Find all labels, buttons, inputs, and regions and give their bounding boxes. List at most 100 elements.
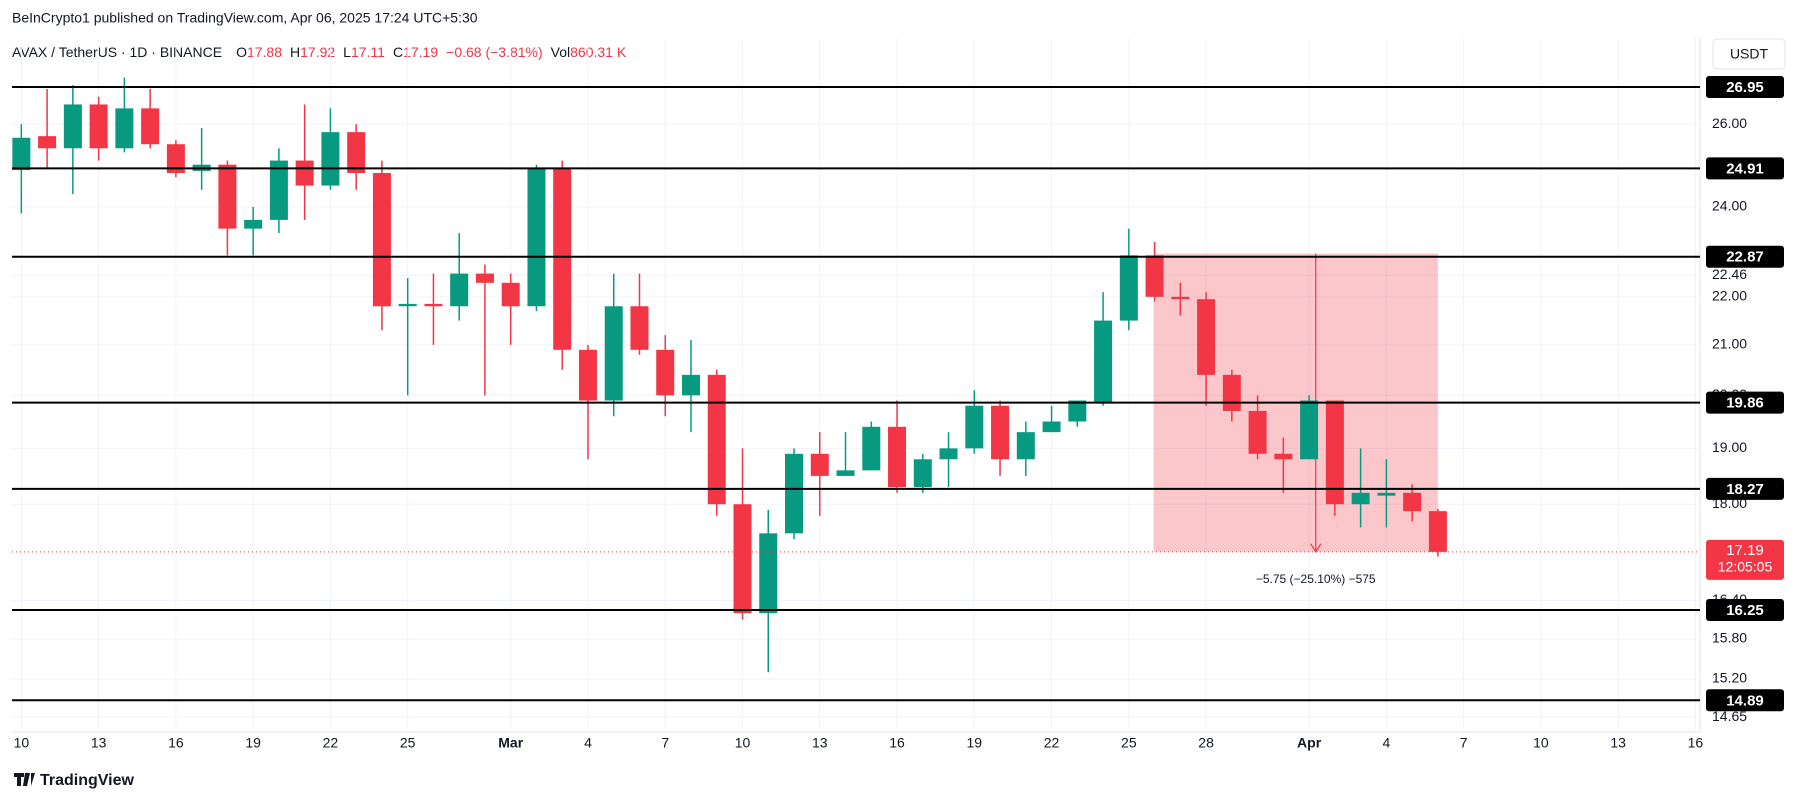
candle-body: [1300, 400, 1319, 460]
candle-body: [218, 164, 237, 229]
x-tick-label: 25: [1121, 735, 1137, 751]
candle-body: [475, 273, 494, 283]
x-tick-label: 13: [91, 735, 107, 751]
candle-body: [38, 136, 57, 149]
candle-body: [398, 303, 417, 307]
candle-body: [269, 160, 288, 220]
x-tick-label: 7: [661, 735, 669, 751]
candle-body: [913, 459, 932, 488]
candle-body: [733, 504, 752, 614]
candle-body: [656, 349, 675, 396]
x-tick-label: 28: [1198, 735, 1214, 751]
y-tick-label: 26.00: [1712, 115, 1747, 131]
ohlc-letter: O: [236, 44, 247, 60]
candle-body: [810, 453, 829, 476]
candle-body: [1351, 492, 1370, 505]
candle-body: [1325, 400, 1344, 505]
level-label: 18.27: [1726, 481, 1764, 498]
x-tick-label: Apr: [1297, 735, 1322, 751]
candle-body: [1094, 320, 1113, 404]
x-tick-label: 19: [967, 735, 983, 751]
level-label: 19.86: [1726, 395, 1764, 412]
candle-body: [553, 168, 572, 350]
countdown-label: 12:05:05: [1718, 559, 1773, 575]
candle-body: [759, 533, 778, 614]
candle-body: [965, 405, 984, 449]
level-label-box: [1706, 391, 1784, 414]
candle-body: [1119, 255, 1138, 321]
overlay: 10 13 16 19 22 25 Mar 4 7 10 13 16 19 22 25 28 Apr 4 7 10 13…: [12, 76, 1784, 751]
ohlc-value: 17.92: [300, 44, 335, 60]
x-tick-label: 10: [1533, 735, 1549, 751]
level-label-box: [1706, 689, 1784, 712]
x-tick-label: 13: [812, 735, 828, 751]
level-label-box: [1706, 76, 1784, 99]
level-label-box: [1706, 477, 1784, 500]
candle-body: [1403, 492, 1422, 512]
price-label: 17.19: [1726, 542, 1764, 559]
candle-body: [1428, 511, 1447, 552]
candle-body: [1145, 255, 1164, 297]
x-tick-label: 13: [1610, 735, 1626, 751]
candle-body: [115, 108, 134, 149]
x-tick-label: Mar: [498, 735, 523, 751]
x-tick-label: 16: [1688, 735, 1704, 751]
candle-body: [578, 349, 597, 401]
ohlc-value: 17.19: [403, 44, 438, 60]
level-label-box: [1706, 157, 1784, 180]
level-label: 14.89: [1726, 692, 1764, 709]
y-tick-label: 21.00: [1712, 336, 1747, 352]
level-label: 24.91: [1726, 160, 1764, 177]
x-tick-label: 16: [168, 735, 184, 751]
ohlc-letter: L: [343, 44, 351, 60]
candle-body: [63, 104, 82, 149]
candle-body: [372, 172, 391, 307]
grid: [12, 38, 1700, 732]
candle-body: [991, 405, 1010, 460]
y-tick-label: 24.00: [1712, 198, 1747, 214]
symbol-legend-text: AVAX / TetherUS · 1D · BINANCE O17.88 H17.…: [12, 44, 627, 60]
symbol: AVAX / TetherUS · 1D · BINANCE: [12, 44, 222, 60]
candle-body: [166, 144, 185, 173]
x-tick-label: 7: [1460, 735, 1468, 751]
candle-body: [1248, 410, 1267, 454]
y-tick-label: 19.00: [1712, 439, 1747, 455]
x-tick-label: 4: [1382, 735, 1390, 751]
candle-body: [1068, 400, 1087, 422]
level-label-box: [1706, 245, 1784, 268]
candle-body: [1171, 296, 1190, 300]
price-label-box: [1706, 539, 1784, 580]
x-tick-label: 10: [735, 735, 751, 751]
level-label: 16.25: [1726, 602, 1764, 619]
level-label: 26.95: [1726, 79, 1764, 96]
volume: 860.31 K: [570, 44, 627, 60]
candle-body: [295, 160, 314, 186]
candle-body: [1274, 453, 1293, 460]
brand-name: TradingView: [40, 772, 135, 789]
y-tick-label: 15.80: [1712, 630, 1747, 646]
x-tick-label: 16: [889, 735, 905, 751]
candle-body: [1377, 492, 1396, 496]
measure-label: −5.75 (−25.10%) −575: [1256, 572, 1376, 586]
ohlc-value: 17.88: [247, 44, 282, 60]
volume-letters: Vol: [551, 44, 570, 60]
candle-body: [604, 306, 623, 401]
x-tick-label: 22: [323, 735, 339, 751]
currency-label[interactable]: USDT: [1730, 46, 1769, 62]
candle-body: [244, 219, 263, 229]
y-tick-label: 14.65: [1712, 708, 1747, 724]
candle-body: [347, 132, 366, 173]
currency-button[interactable]: [1712, 38, 1786, 70]
candle-body: [1042, 421, 1061, 433]
candle-body: [681, 374, 700, 396]
candle-body: [1197, 299, 1216, 375]
ohlc-letter: C: [393, 44, 403, 60]
candle-body: [707, 374, 726, 505]
candle-body: [424, 303, 443, 307]
level-label-box: [1706, 598, 1784, 621]
candle-body: [862, 426, 881, 471]
candle-body: [1016, 432, 1035, 460]
ohlc-letter: H: [290, 44, 300, 60]
